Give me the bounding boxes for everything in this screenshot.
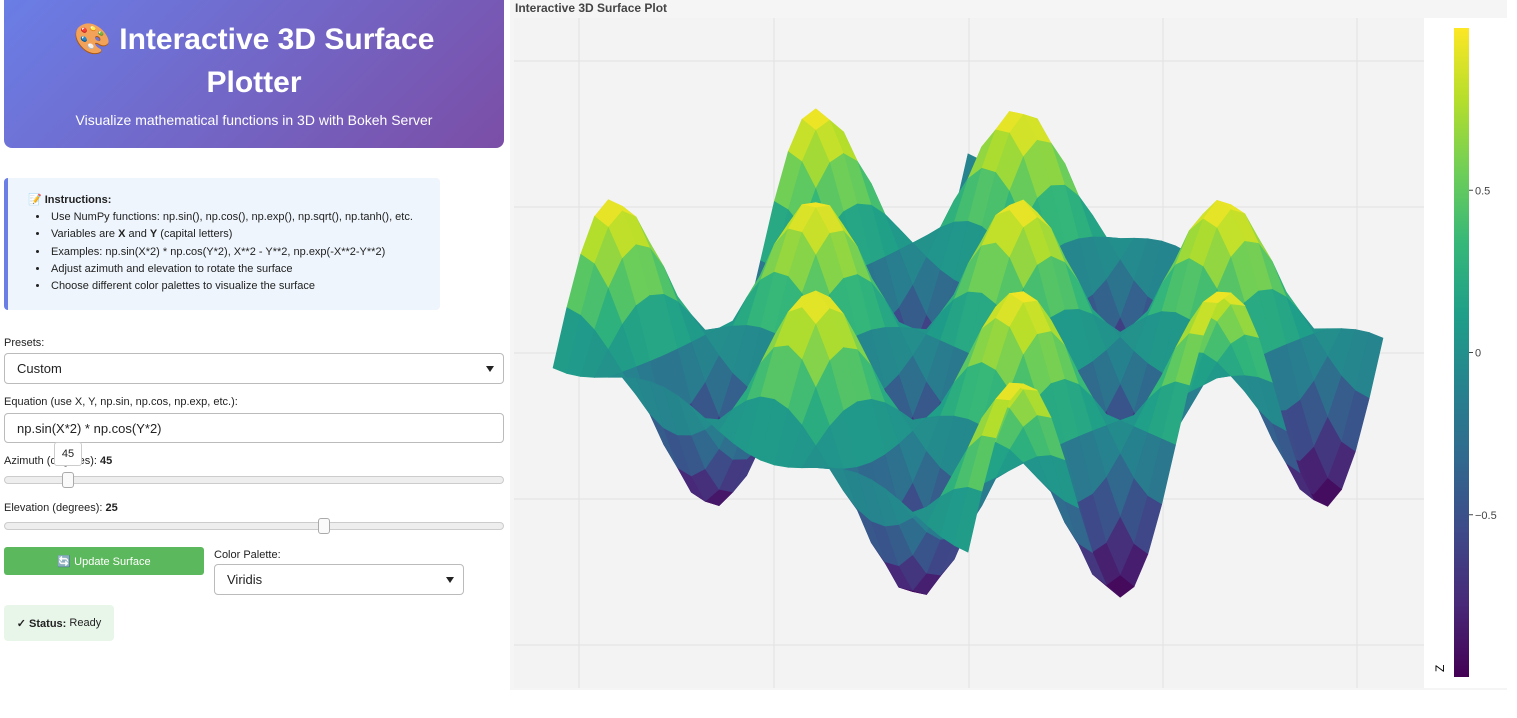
instruction-part: (capital letters) [157,228,233,241]
status-label: ✓ Status: [16,617,67,630]
instruction-item: Adjust azimuth and elevation to rotate t… [36,261,440,278]
instruction-item: Variables are X and Y (capital letters) [36,226,440,243]
equation-label: Equation (use X, Y, np.sin, np.cos, np.e… [4,396,238,408]
colorbar-tick-label: −0.5 [1475,510,1497,522]
azimuth-value: 45 [100,455,113,467]
azimuth-tooltip: 45 [54,442,82,466]
azimuth-thumb[interactable] [62,472,75,488]
palette-value: Viridis [227,572,263,587]
instruction-item: Use NumPy functions: np.sin(), np.cos(),… [36,209,440,226]
colorbar [1454,28,1469,677]
surface-face [953,486,983,553]
app-title: 🎨 Interactive 3D Surface Plotter [73,23,435,99]
app-subtitle: Visualize mathematical functions in 3D w… [75,112,433,128]
azimuth-slider[interactable] [4,472,504,488]
presets-value: Custom [17,361,62,376]
update-button[interactable]: 🔄 Update Surface [4,547,204,575]
colorbar-tick-label: 0.5 [1475,185,1490,197]
instruction-item: Examples: np.sin(X*2) * np.cos(Y*2), X**… [36,244,440,261]
colorbar-title: Z [1433,665,1447,672]
status-text: Ready [69,617,102,629]
instruction-part: and [125,228,150,241]
equation-input[interactable]: np.sin(X*2) * np.cos(Y*2) [4,413,504,443]
equation-value: np.sin(X*2) * np.cos(Y*2) [17,420,162,436]
instruction-part: Variables are [51,228,119,241]
instruction-part: Y [149,228,158,241]
colorbar-tick-label: 0 [1475,348,1481,360]
elevation-thumb[interactable] [318,518,331,534]
surface [552,108,1384,598]
instructions: 📝 Instructions: Use NumPy functions: np.… [4,178,440,310]
elevation-slider[interactable] [4,518,504,534]
plot-title: Interactive 3D Surface Plot [515,1,668,15]
instruction-item: Choose different color palettes to visua… [36,278,440,295]
presets-select[interactable]: Custom [4,353,504,384]
status: ✓ Status: Ready [4,605,114,641]
palette-select[interactable]: Viridis [214,564,464,595]
elevation-label-text: Elevation (degrees): [4,502,103,514]
instructions-list: Use NumPy functions: np.sin(), np.cos(),… [28,209,440,295]
elevation-label: Elevation (degrees): 25 [4,502,118,514]
elevation-value: 25 [105,502,118,514]
header: 🎨 Interactive 3D Surface Plotter Visuali… [4,0,504,148]
presets-label: Presets: [4,337,45,349]
instructions-title: 📝 Instructions: [28,194,112,206]
instruction-part: X [118,228,126,241]
palette-label: Color Palette: [214,549,281,561]
